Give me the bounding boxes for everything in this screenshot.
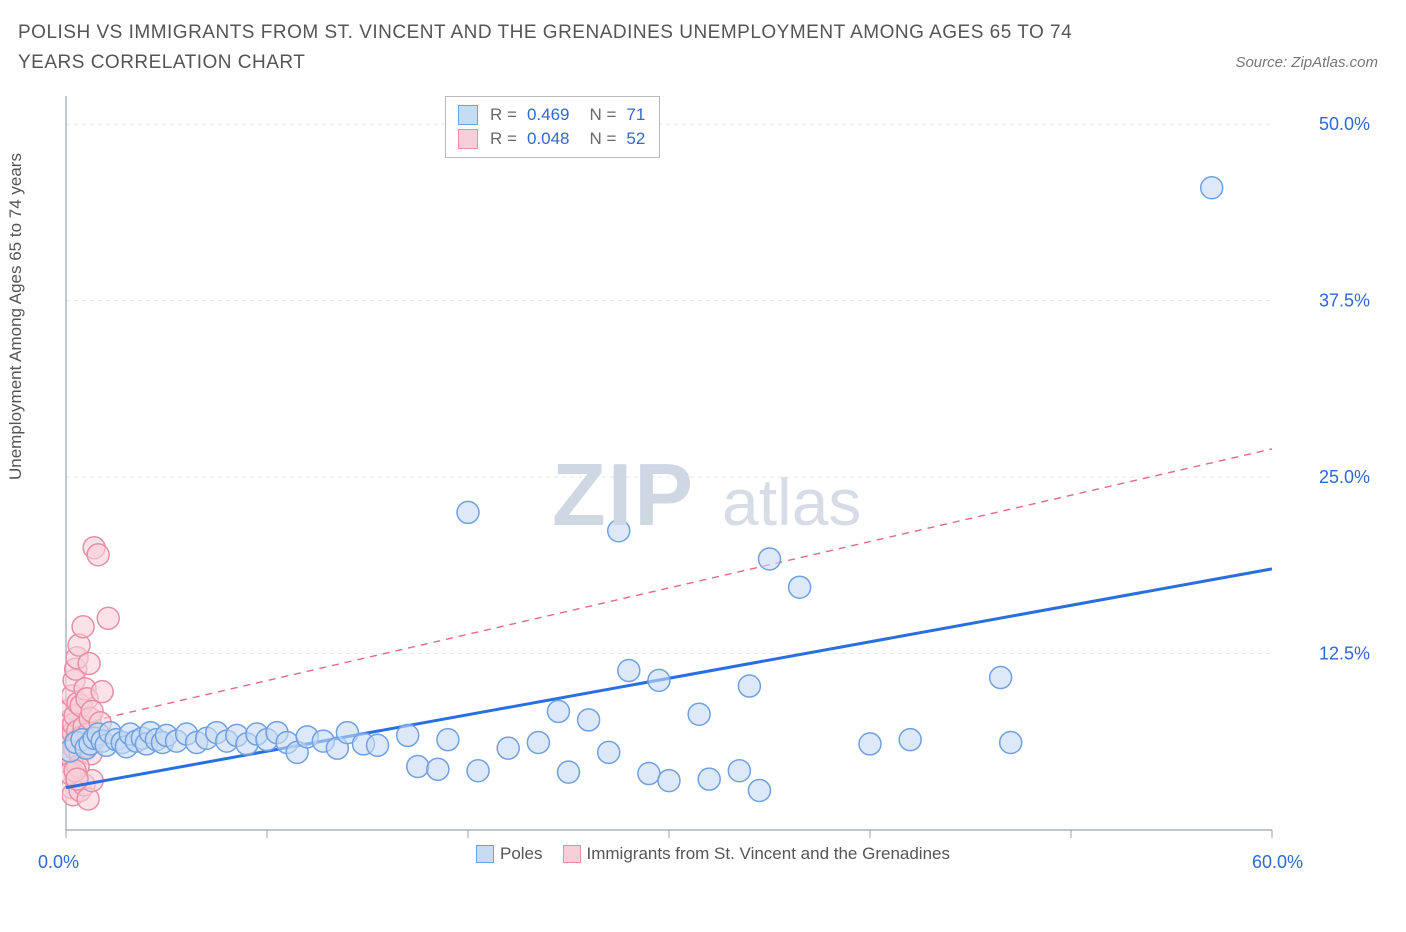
data-point bbox=[437, 729, 459, 751]
data-point bbox=[547, 700, 569, 722]
data-point bbox=[648, 669, 670, 691]
data-point bbox=[618, 659, 640, 681]
chart-title: POLISH VS IMMIGRANTS FROM ST. VINCENT AN… bbox=[18, 18, 1118, 79]
stat-n-label: N = bbox=[589, 129, 616, 149]
data-point bbox=[608, 520, 630, 542]
data-point bbox=[638, 763, 660, 785]
stat-n-value: 52 bbox=[626, 129, 645, 149]
chart-area: 12.5%25.0%37.5%50.0% ZIP atlas bbox=[62, 90, 1378, 880]
source-label: Source: ZipAtlas.com bbox=[1235, 54, 1378, 71]
swatch-icon bbox=[458, 129, 478, 149]
stats-legend-box: R = 0.469 N = 71 R = 0.048 N = 52 bbox=[445, 96, 660, 158]
legend-label-poles: Poles bbox=[500, 844, 543, 863]
data-point bbox=[467, 760, 489, 782]
data-point bbox=[688, 703, 710, 725]
swatch-icon bbox=[563, 845, 581, 863]
data-point bbox=[72, 616, 94, 638]
stat-r-label: R = bbox=[490, 129, 517, 149]
data-point bbox=[527, 731, 549, 753]
y-tick-label: 25.0% bbox=[1319, 467, 1370, 487]
data-point bbox=[859, 733, 881, 755]
data-point bbox=[457, 501, 479, 523]
data-point bbox=[748, 779, 770, 801]
data-point bbox=[990, 667, 1012, 689]
data-point bbox=[91, 681, 113, 703]
data-point bbox=[367, 734, 389, 756]
data-point bbox=[578, 709, 600, 731]
data-point bbox=[407, 755, 429, 777]
data-point bbox=[558, 761, 580, 783]
data-point bbox=[1201, 177, 1223, 199]
stat-r-value: 0.048 bbox=[527, 129, 570, 149]
data-point bbox=[78, 652, 100, 674]
stats-row-svg_imm: R = 0.048 N = 52 bbox=[458, 127, 647, 151]
data-point bbox=[497, 737, 519, 759]
swatch-icon bbox=[458, 105, 478, 125]
data-point bbox=[427, 758, 449, 780]
x-axis-origin-label: 0.0% bbox=[38, 852, 79, 873]
stat-n-value: 71 bbox=[626, 105, 645, 125]
data-point bbox=[658, 770, 680, 792]
data-point bbox=[598, 741, 620, 763]
series-legend: Poles Immigrants from St. Vincent and the… bbox=[0, 844, 1406, 932]
data-point bbox=[698, 768, 720, 790]
data-point bbox=[738, 675, 760, 697]
swatch-icon bbox=[476, 845, 494, 863]
stat-r-label: R = bbox=[490, 105, 517, 125]
y-axis-label: Unemployment Among Ages 65 to 74 years bbox=[6, 153, 26, 480]
data-point bbox=[1000, 731, 1022, 753]
y-tick-label: 50.0% bbox=[1319, 114, 1370, 134]
data-point bbox=[899, 729, 921, 751]
data-point bbox=[759, 548, 781, 570]
data-point bbox=[789, 576, 811, 598]
data-point bbox=[97, 607, 119, 629]
data-point bbox=[87, 544, 109, 566]
y-tick-label: 12.5% bbox=[1319, 644, 1370, 664]
stat-r-value: 0.469 bbox=[527, 105, 570, 125]
data-point bbox=[397, 724, 419, 746]
stats-row-poles: R = 0.469 N = 71 bbox=[458, 103, 647, 127]
stat-n-label: N = bbox=[589, 105, 616, 125]
x-axis-max-label: 60.0% bbox=[1252, 852, 1303, 873]
y-tick-label: 37.5% bbox=[1319, 291, 1370, 311]
data-point bbox=[728, 760, 750, 782]
legend-label-svg_imm: Immigrants from St. Vincent and the Gren… bbox=[587, 844, 950, 863]
scatter-plot: 12.5% 25.0% 37.5% 50.0% bbox=[62, 90, 1378, 880]
